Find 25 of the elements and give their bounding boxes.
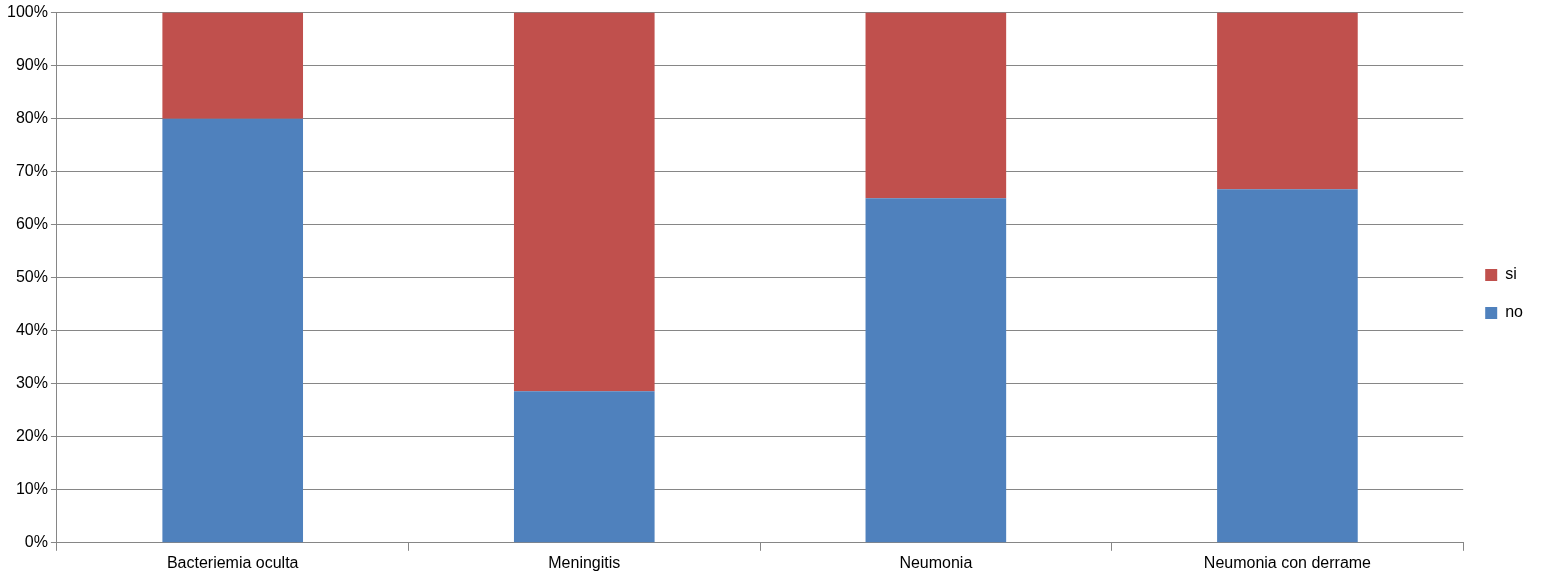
y-tick-label: 80% — [15, 109, 48, 127]
legend-label: si — [1505, 265, 1517, 283]
bar — [1217, 12, 1358, 190]
y-tick-label: 100% — [7, 3, 48, 21]
y-tick-label: 70% — [15, 162, 48, 180]
bar — [865, 198, 1007, 543]
y-tick-label: 40% — [15, 321, 48, 339]
y-tick-label: 30% — [15, 374, 48, 392]
bar — [162, 118, 304, 543]
bar — [513, 391, 655, 543]
bar — [162, 12, 304, 119]
y-tick-label: 60% — [15, 215, 48, 233]
y-tick-label: 0% — [24, 533, 48, 551]
x-tick-label: Neumonia — [899, 553, 973, 571]
y-tick-label: 20% — [15, 427, 48, 445]
x-tick-label: Neumonia con derrame — [1203, 553, 1372, 571]
x-tick-label: Bacteriemia oculta — [166, 553, 299, 571]
bar — [865, 12, 1007, 199]
legend-label: no — [1505, 303, 1524, 321]
bar — [513, 12, 655, 392]
y-tick-label: 90% — [15, 56, 48, 74]
y-tick-label: 50% — [15, 268, 48, 286]
x-tick-label: Meningitis — [548, 553, 621, 571]
bar — [1217, 189, 1358, 543]
y-tick-label: 10% — [15, 480, 48, 498]
